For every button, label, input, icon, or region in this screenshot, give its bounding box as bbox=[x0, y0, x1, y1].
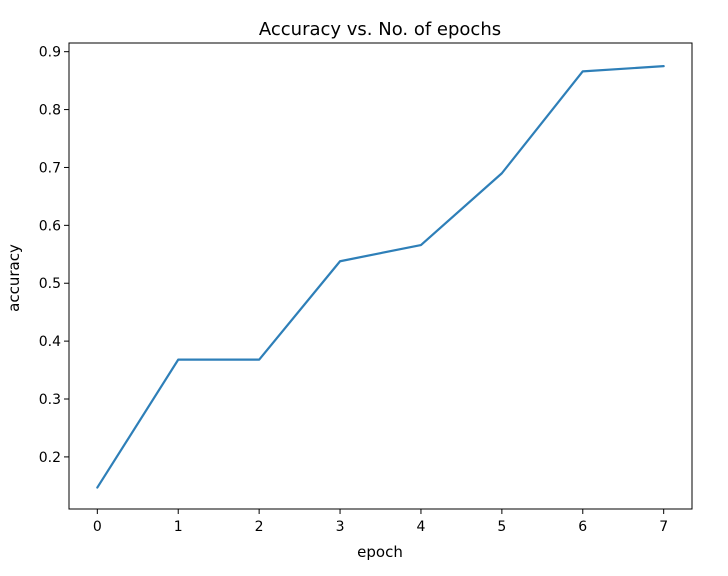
y-tick-label: 0.9 bbox=[39, 45, 61, 61]
y-tick-label: 0.5 bbox=[39, 276, 61, 292]
y-axis-ticks: 0.2 0.3 0.4 0.5 0.6 0.7 0.8 0.9 bbox=[39, 45, 69, 466]
x-tick-label: 4 bbox=[416, 519, 425, 535]
y-tick-label: 0.8 bbox=[39, 103, 61, 119]
x-tick-label: 6 bbox=[578, 519, 587, 535]
x-tick-label: 5 bbox=[497, 519, 506, 535]
plot-frame bbox=[68, 42, 693, 510]
x-tick-label: 7 bbox=[659, 519, 668, 535]
x-tick-label: 1 bbox=[174, 519, 183, 535]
y-tick-label: 0.4 bbox=[39, 334, 61, 350]
y-tick-label: 0.7 bbox=[39, 160, 61, 176]
y-axis-label: accuracy bbox=[5, 244, 23, 312]
series-line bbox=[96, 65, 665, 489]
y-tick-label: 0.3 bbox=[39, 392, 61, 408]
x-tick-label: 3 bbox=[336, 519, 345, 535]
plot-area bbox=[68, 42, 693, 510]
x-tick-label: 2 bbox=[255, 519, 264, 535]
x-tick-label: 0 bbox=[93, 519, 102, 535]
chart-title: Accuracy vs. No. of epochs bbox=[259, 19, 501, 40]
x-axis-label: epoch bbox=[357, 543, 403, 561]
x-axis-ticks: 0 1 2 3 4 5 6 7 bbox=[93, 509, 668, 535]
y-tick-label: 0.6 bbox=[39, 218, 61, 234]
y-tick-label: 0.2 bbox=[39, 450, 61, 466]
